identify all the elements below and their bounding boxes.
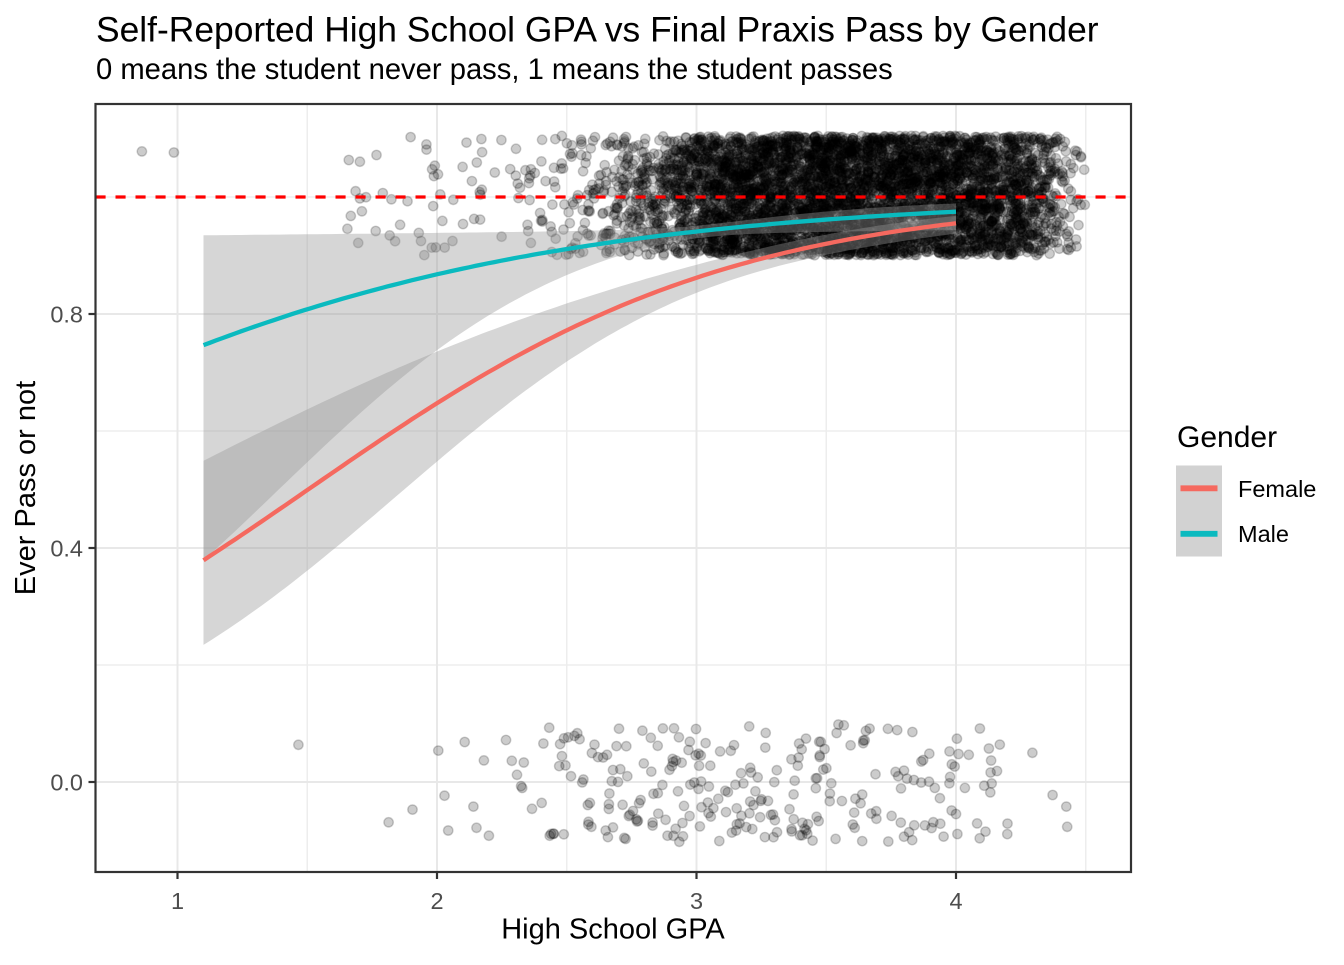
svg-text:Gender: Gender (1177, 421, 1277, 454)
svg-text:Ever Pass or not: Ever Pass or not (10, 381, 42, 595)
svg-text:0.0: 0.0 (50, 769, 83, 795)
svg-text:Female: Female (1238, 476, 1316, 502)
svg-text:0.8: 0.8 (50, 301, 83, 327)
svg-text:3: 3 (690, 888, 703, 914)
svg-text:2: 2 (430, 888, 443, 914)
svg-text:Male: Male (1238, 521, 1289, 547)
svg-text:4: 4 (949, 888, 962, 914)
svg-text:Self-Reported High School GPA: Self-Reported High School GPA vs Final P… (96, 10, 1099, 50)
svg-text:0 means the student never pass: 0 means the student never pass, 1 means … (96, 54, 893, 86)
svg-text:0.4: 0.4 (50, 535, 83, 561)
svg-text:High School GPA: High School GPA (501, 914, 725, 946)
svg-text:1: 1 (171, 888, 184, 914)
